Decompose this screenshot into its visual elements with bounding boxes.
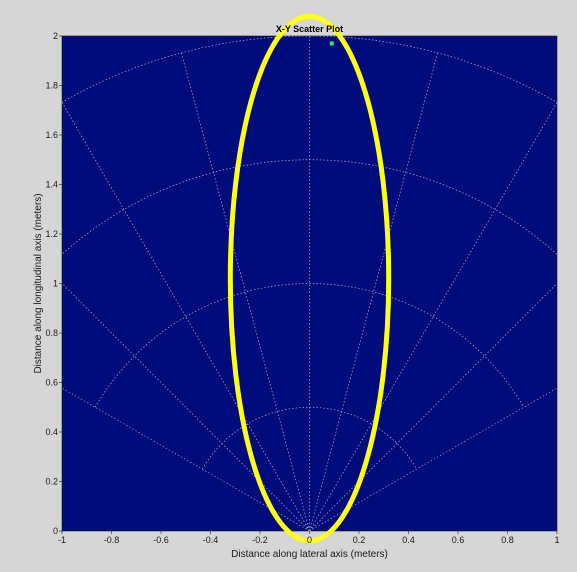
y-axis-ticks: 0 0.2 0.4 0.6 0.8 1 1.2 1.4 1.6 1.8 2	[45, 31, 62, 536]
y-tick-label: 0.8	[45, 328, 58, 338]
x-tick-label: 0.2	[353, 535, 366, 545]
y-tick-label: 1.6	[45, 130, 58, 140]
scatter-point	[329, 41, 334, 46]
x-tick-label: 0.8	[501, 535, 514, 545]
y-tick-label: 0.6	[45, 378, 58, 388]
y-tick-label: 0	[53, 526, 58, 536]
x-axis-label: Distance along lateral axis (meters)	[231, 549, 388, 560]
y-tick-label: 2	[53, 31, 58, 41]
x-tick-label: -1	[58, 535, 66, 545]
x-tick-label: -0.6	[153, 535, 169, 545]
y-tick-label: 1	[53, 279, 58, 289]
x-tick-label: -0.2	[252, 535, 268, 545]
grid-arc	[94, 283, 525, 408]
y-axis-label: Distance along longitudinal axis (meters…	[33, 193, 44, 373]
y-tick-label: 0.2	[45, 477, 58, 487]
x-axis-ticks: -1 -0.8 -0.6 -0.4 -0.2 0 0.2 0.4 0.6 0.8 1	[58, 531, 560, 545]
data-points	[329, 41, 334, 46]
x-tick-label: 0.4	[402, 535, 415, 545]
x-tick-label: 0.6	[452, 535, 465, 545]
x-tick-label: 0	[307, 535, 312, 545]
x-tick-label: -0.8	[104, 535, 120, 545]
y-tick-label: 1.4	[45, 180, 58, 190]
chart-title: X-Y Scatter Plot	[276, 24, 343, 34]
y-tick-label: 0.4	[45, 427, 58, 437]
x-tick-label: -0.4	[203, 535, 219, 545]
grid-arc	[202, 406, 417, 470]
y-tick-label: 1.2	[45, 229, 58, 239]
x-tick-label: 1	[554, 535, 559, 545]
y-tick-label: 1.8	[45, 81, 58, 91]
highlight-ellipse	[227, 13, 392, 544]
polar-grid	[62, 36, 557, 531]
